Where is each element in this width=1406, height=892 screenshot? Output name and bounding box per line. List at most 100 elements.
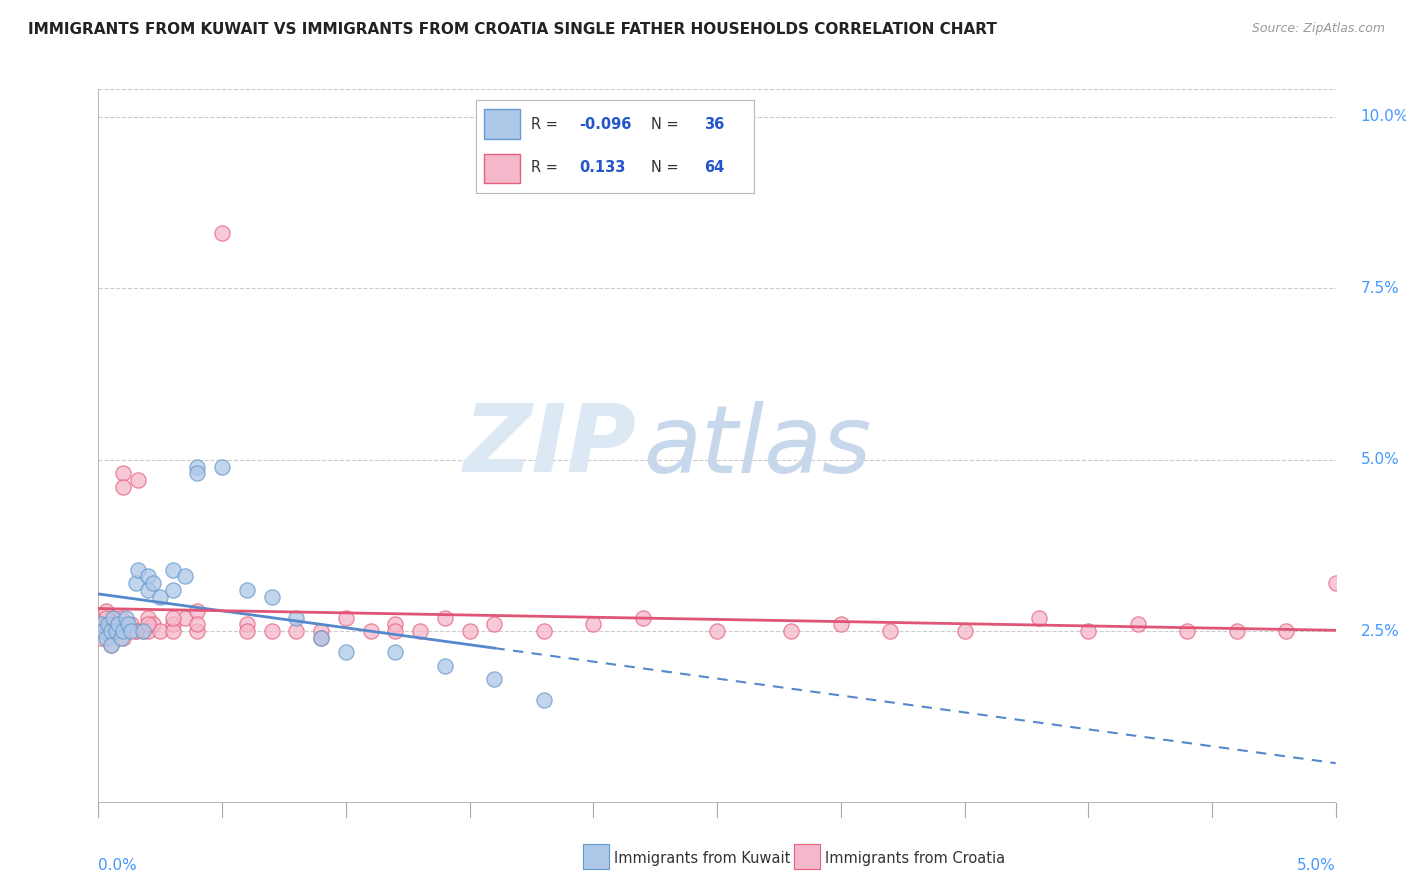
Point xyxy=(174,610,197,624)
Point xyxy=(97,617,120,632)
Point xyxy=(384,617,406,632)
Point xyxy=(100,624,122,639)
Point xyxy=(104,624,127,639)
Point xyxy=(186,467,208,481)
Point xyxy=(631,610,654,624)
Point xyxy=(90,617,112,632)
Point xyxy=(136,617,159,632)
Point xyxy=(1126,617,1149,632)
Point xyxy=(112,480,135,494)
Point xyxy=(127,562,149,576)
Point xyxy=(142,576,165,591)
Point xyxy=(94,631,117,645)
Point xyxy=(285,610,308,624)
Point xyxy=(1175,624,1198,639)
Point xyxy=(94,610,117,624)
Point xyxy=(409,624,432,639)
Point xyxy=(236,583,259,598)
Point xyxy=(107,617,129,632)
Point xyxy=(112,467,135,481)
Point xyxy=(1077,624,1099,639)
Point xyxy=(142,617,165,632)
Point xyxy=(1028,610,1050,624)
Point xyxy=(1275,624,1298,639)
Point xyxy=(120,617,142,632)
Point xyxy=(124,576,146,591)
Point xyxy=(132,624,155,639)
Point xyxy=(211,227,233,241)
Point xyxy=(335,645,357,659)
Point xyxy=(1226,624,1249,639)
Point xyxy=(174,569,197,583)
Point xyxy=(127,473,149,487)
Point xyxy=(114,610,136,624)
Point xyxy=(484,617,506,632)
Point xyxy=(533,693,555,707)
Point xyxy=(162,624,184,639)
Point xyxy=(879,624,901,639)
Point xyxy=(186,617,208,632)
Point xyxy=(149,590,172,604)
Point xyxy=(211,459,233,474)
Point xyxy=(100,638,122,652)
Point xyxy=(136,583,159,598)
Point xyxy=(309,624,332,639)
Text: 7.5%: 7.5% xyxy=(1361,281,1399,295)
Point xyxy=(110,631,132,645)
Point xyxy=(953,624,976,639)
Point xyxy=(93,617,115,632)
Point xyxy=(285,624,308,639)
Point xyxy=(458,624,481,639)
Point xyxy=(830,617,852,632)
Point xyxy=(136,610,159,624)
Point xyxy=(136,624,159,639)
Point xyxy=(90,624,112,639)
Point xyxy=(162,610,184,624)
Point xyxy=(236,617,259,632)
Point xyxy=(309,631,332,645)
Point xyxy=(110,610,132,624)
Point xyxy=(100,638,122,652)
Point xyxy=(186,604,208,618)
Point xyxy=(100,624,122,639)
Point xyxy=(103,610,125,624)
Point xyxy=(93,624,115,639)
Text: 10.0%: 10.0% xyxy=(1361,109,1406,124)
Point xyxy=(117,617,139,632)
Point xyxy=(112,631,135,645)
Point xyxy=(149,624,172,639)
Text: 5.0%: 5.0% xyxy=(1361,452,1399,467)
Point xyxy=(117,624,139,639)
Point xyxy=(90,631,112,645)
Point xyxy=(706,624,728,639)
Point xyxy=(124,624,146,639)
Text: 0.0%: 0.0% xyxy=(98,858,138,872)
Point xyxy=(360,624,382,639)
Text: Immigrants from Croatia: Immigrants from Croatia xyxy=(825,851,1005,865)
Point xyxy=(103,610,125,624)
Text: ZIP: ZIP xyxy=(464,400,637,492)
Point xyxy=(94,604,117,618)
Point xyxy=(162,617,184,632)
Point xyxy=(484,673,506,687)
Point xyxy=(236,624,259,639)
Point xyxy=(136,569,159,583)
Point xyxy=(582,617,605,632)
Text: Source: ZipAtlas.com: Source: ZipAtlas.com xyxy=(1251,22,1385,36)
Point xyxy=(260,624,283,639)
Point xyxy=(97,617,120,632)
Point xyxy=(186,459,208,474)
Text: Immigrants from Kuwait: Immigrants from Kuwait xyxy=(614,851,790,865)
Point xyxy=(433,658,456,673)
Point xyxy=(780,624,803,639)
Point xyxy=(104,624,127,639)
Text: 5.0%: 5.0% xyxy=(1296,858,1336,872)
Point xyxy=(335,610,357,624)
Point xyxy=(433,610,456,624)
Point xyxy=(120,624,142,639)
Text: atlas: atlas xyxy=(643,401,872,491)
Point xyxy=(384,624,406,639)
Point xyxy=(132,624,155,639)
Point xyxy=(107,624,129,639)
Point xyxy=(162,562,184,576)
